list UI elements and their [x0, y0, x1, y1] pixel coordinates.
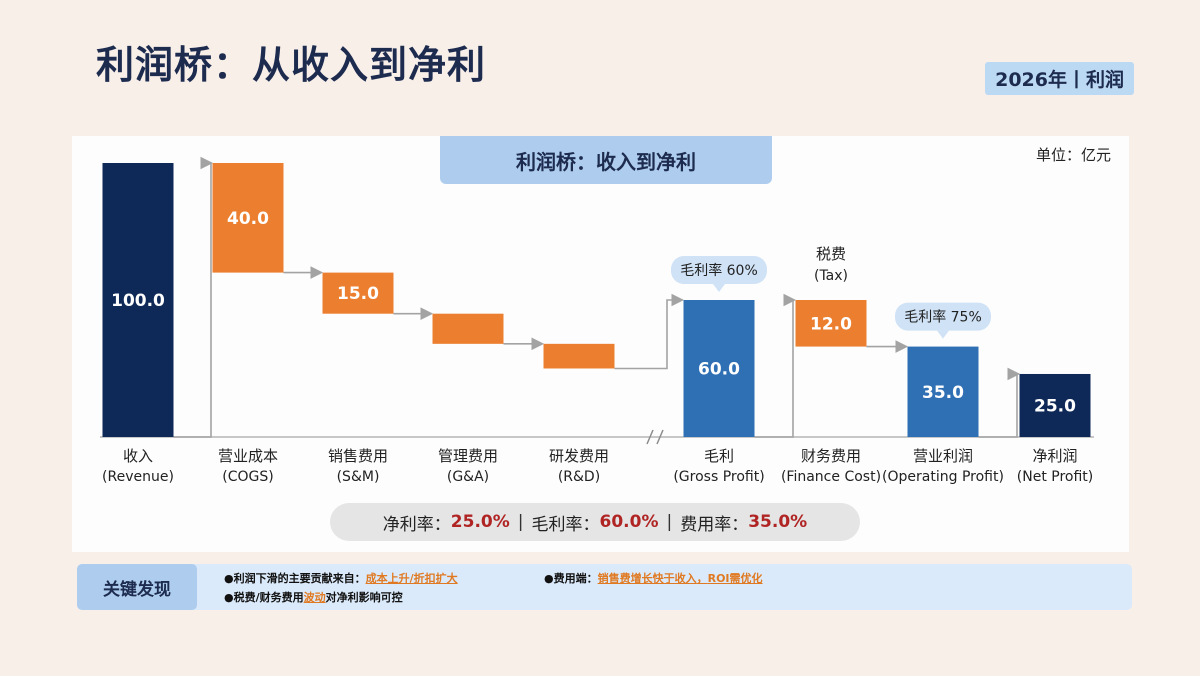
key-findings-label: 关键发现: [77, 564, 197, 610]
category-label: 毛利: [704, 447, 734, 465]
separator: |: [666, 512, 673, 532]
waterfall-chart: 100.0 收入 (Revenue) 40.0 营业成本 (COGS) 15.0 销售费用 (S…: [72, 136, 1129, 552]
category-label-en: (Revenue): [102, 469, 174, 485]
category-label: 管理费用: [438, 447, 498, 465]
year-tag: 2026年丨利润: [985, 62, 1134, 95]
category-label-en: (G&A): [447, 469, 489, 485]
callout-pointer: [713, 284, 725, 292]
finding-separator: ，: [696, 572, 708, 585]
category-label: 净利润: [1032, 447, 1077, 465]
finding-highlight: 销售费增长快于收入: [597, 572, 697, 585]
gross-margin-label: 毛利率：: [531, 514, 600, 535]
bar-value-label: 60.0: [698, 360, 740, 380]
category-label-en: (S&M): [337, 469, 380, 485]
category-label-en: (R&D): [558, 469, 600, 485]
bar-value-label: 15.0: [337, 284, 379, 304]
category-label-en: (Gross Profit): [673, 469, 764, 485]
annotation-label-en: (Tax): [814, 268, 848, 284]
finding-item-1: ●利润下滑的主要贡献来自：成本上升/折扣扩大: [224, 570, 458, 586]
finding-item-2: ●费用端：销售费增长快于收入，ROI需优化: [544, 570, 763, 586]
connector-arrow: [173, 156, 214, 438]
connector-arrow: [614, 293, 685, 370]
bar-value-label: 40.0: [227, 209, 269, 229]
waterfall-bar-6: [683, 300, 755, 437]
finding-highlight: ROI需优化: [707, 572, 763, 585]
finding-text: ●税费/财务费用: [224, 591, 304, 604]
net-margin-value: 25.0%: [450, 512, 510, 532]
bar-value-label: 12.0: [810, 314, 852, 334]
waterfall-bar-2: [212, 163, 284, 273]
ratio-summary: 净利率： 25.0% | 毛利率： 60.0% | 费用率： 35.0%: [330, 503, 860, 541]
margin-callout-bubble: [895, 302, 991, 331]
margin-callout-bubble: [671, 256, 767, 284]
waterfall-bar-7: [795, 300, 867, 347]
waterfall-bar-8: [907, 346, 979, 437]
page-title: 利润桥：从收入到净利: [96, 43, 487, 87]
finding-item-3: ●税费/财务费用波动对净利影响可控: [224, 589, 403, 605]
category-label: 收入: [123, 447, 153, 465]
category-label: 销售费用: [328, 447, 388, 465]
callout-pointer: [937, 330, 949, 339]
category-label: 财务费用: [801, 447, 861, 465]
category-label-en: (Operating Profit): [882, 469, 1004, 485]
expense-ratio-label: 费用率：: [680, 514, 749, 535]
waterfall-bar-1: [102, 163, 174, 437]
axis-break-marker: [646, 429, 664, 445]
category-label-en: (Net Profit): [1017, 469, 1093, 485]
connector-arrow: [754, 293, 797, 438]
finding-text: ●费用端：: [544, 572, 598, 585]
finding-text: 对净利影响可控: [325, 591, 403, 604]
bar-value-label: 35.0: [922, 383, 964, 403]
chart-title: 利润桥：收入到净利: [440, 136, 772, 184]
connector-arrow: [978, 367, 1021, 438]
expense-ratio-value: 35.0%: [748, 512, 808, 532]
category-label-en: (COGS): [222, 469, 273, 485]
finding-highlight: 成本上升/折扣扩大: [365, 572, 458, 585]
waterfall-bar-3: [322, 272, 394, 314]
waterfall-bar-5: [543, 343, 615, 369]
category-label: 营业利润: [913, 447, 973, 465]
finding-text: ●利润下滑的主要贡献来自：: [224, 572, 366, 585]
finding-highlight: 波动: [303, 591, 326, 604]
category-label: 研发费用: [549, 447, 609, 465]
waterfall-bar-4: [432, 313, 504, 344]
category-label-en: (Finance Cost): [781, 469, 881, 485]
gross-margin-value: 60.0%: [599, 512, 659, 532]
bar-value-label: 100.0: [111, 291, 165, 311]
unit-label: 单位：亿元: [1035, 146, 1111, 164]
net-margin-label: 净利率：: [382, 514, 451, 535]
waterfall-bar-9: [1019, 373, 1091, 437]
separator: |: [517, 512, 524, 532]
margin-callout-text: 毛利率 75%: [904, 309, 982, 326]
margin-callout-text: 毛利率 60%: [680, 262, 758, 279]
bar-value-label: 25.0: [1034, 396, 1076, 416]
key-findings: 关键发现 ●利润下滑的主要贡献来自：成本上升/折扣扩大 ●费用端：销售费增长快于…: [77, 564, 1132, 610]
annotation-label: 税费: [816, 245, 846, 263]
category-label: 营业成本: [218, 447, 278, 465]
waterfall-chart-svg: 100.0 收入 (Revenue) 40.0 营业成本 (COGS) 15.0 销售费用 (S…: [100, 156, 1094, 485]
